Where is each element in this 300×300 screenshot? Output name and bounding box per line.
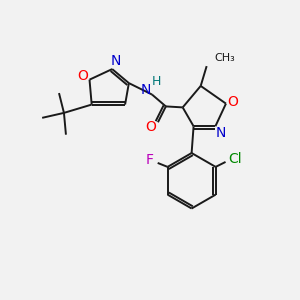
Text: O: O	[227, 94, 238, 109]
Text: O: O	[77, 69, 88, 83]
Text: Cl: Cl	[229, 152, 242, 166]
Text: H: H	[151, 75, 160, 88]
Text: N: N	[141, 82, 151, 97]
Text: N: N	[111, 54, 121, 68]
Text: F: F	[146, 153, 154, 167]
Text: CH₃: CH₃	[214, 53, 235, 63]
Text: N: N	[215, 126, 226, 140]
Text: O: O	[146, 120, 156, 134]
